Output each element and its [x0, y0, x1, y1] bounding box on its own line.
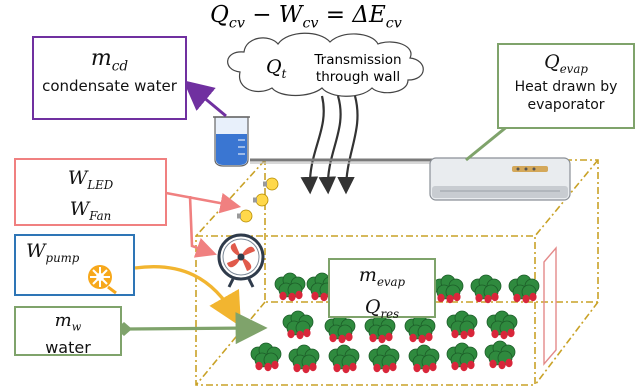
- water-label: water: [45, 337, 91, 357]
- strawberry-plant: [486, 310, 518, 340]
- m-evap-sub: evap: [376, 274, 406, 289]
- m-evap-symbol: m: [358, 264, 377, 286]
- evaporation-reserve-box: mevap Qres: [328, 258, 436, 321]
- led-bulb-icons: [237, 177, 279, 223]
- water-sub: w: [71, 320, 82, 334]
- transmission-cloud: [227, 32, 424, 97]
- q-res-sub: res: [380, 306, 400, 321]
- w-led-sub: LED: [87, 177, 114, 192]
- evaporator-label-line2: evaporator: [527, 96, 605, 113]
- q-cv-sub: cv: [228, 15, 245, 32]
- delta-e-sub: cv: [385, 15, 402, 32]
- condensate-pipe: [250, 158, 440, 164]
- pump-arrow: [134, 265, 242, 327]
- strawberry-plant: [274, 272, 306, 302]
- strawberry-plants: [250, 272, 540, 374]
- strawberry-plant: [324, 314, 356, 344]
- beaker-icon: [213, 116, 250, 167]
- strawberry-plant: [328, 344, 360, 374]
- condensate-label: condensate water: [42, 77, 177, 96]
- strawberry-plant: [446, 342, 478, 372]
- led-fan-arrows: [165, 191, 242, 258]
- condensate-sub: cd: [111, 58, 129, 75]
- evaporator-symbol: Q: [544, 51, 560, 73]
- transmission-label-line2: through wall: [315, 69, 401, 85]
- q-res-symbol: Q: [364, 295, 381, 318]
- strawberry-plant: [404, 314, 436, 344]
- w-fan-sub: Fan: [89, 208, 112, 223]
- strawberry-plant: [484, 340, 516, 370]
- evaporator-label-line1: Heat drawn by: [514, 78, 618, 95]
- w-cv-symbol: W: [278, 2, 303, 28]
- minus-sign: −: [244, 2, 279, 28]
- transmission-symbol: Q: [266, 56, 282, 78]
- evaporator-sub: evap: [559, 61, 588, 76]
- strawberry-plant: [408, 344, 440, 374]
- transmission-arrows: [300, 95, 359, 195]
- strawberry-plant: [446, 310, 478, 340]
- w-led-symbol: W: [67, 167, 88, 189]
- water-symbol: m: [54, 310, 72, 331]
- w-cv-sub: cv: [302, 15, 319, 32]
- strawberry-plant: [432, 274, 464, 304]
- strawberry-plant: [282, 310, 314, 340]
- w-fan-symbol: W: [69, 197, 90, 220]
- water-box: mw water: [14, 306, 122, 356]
- delta-e-symbol: ΔE: [352, 2, 386, 28]
- strawberry-plant: [288, 344, 320, 374]
- equals-sign: =: [318, 2, 353, 28]
- q-cv-symbol: Q: [210, 2, 229, 28]
- strawberry-plant: [250, 342, 282, 372]
- pump-box: Wpump: [14, 234, 135, 296]
- pump-icon: [88, 265, 117, 295]
- condensate-arrow: [183, 80, 227, 118]
- fan-icon: [217, 233, 265, 288]
- strawberry-plant: [508, 274, 540, 304]
- evaporator-unit-icon: [429, 157, 571, 201]
- energy-balance-equation: Qcv − Wcv = ΔEcv: [210, 2, 470, 32]
- strawberry-plant: [368, 344, 400, 374]
- condensate-box: mcd condensate water: [32, 36, 187, 120]
- led-fan-box: WLED WFan: [14, 158, 167, 226]
- condensate-symbol: m: [90, 46, 112, 71]
- pump-sub: pump: [45, 250, 80, 265]
- water-arrow: [116, 312, 268, 345]
- door-panel: [543, 246, 557, 366]
- strawberry-plant: [364, 314, 396, 344]
- transmission-label-line1: Transmission: [314, 52, 402, 68]
- transmission-label-group: Qt Transmission through wall: [238, 50, 438, 94]
- strawberry-plant: [470, 274, 502, 304]
- evaporator-box: Qevap Heat drawn by evaporator: [497, 43, 635, 129]
- transmission-sub: t: [281, 66, 287, 81]
- pump-symbol: W: [26, 240, 46, 262]
